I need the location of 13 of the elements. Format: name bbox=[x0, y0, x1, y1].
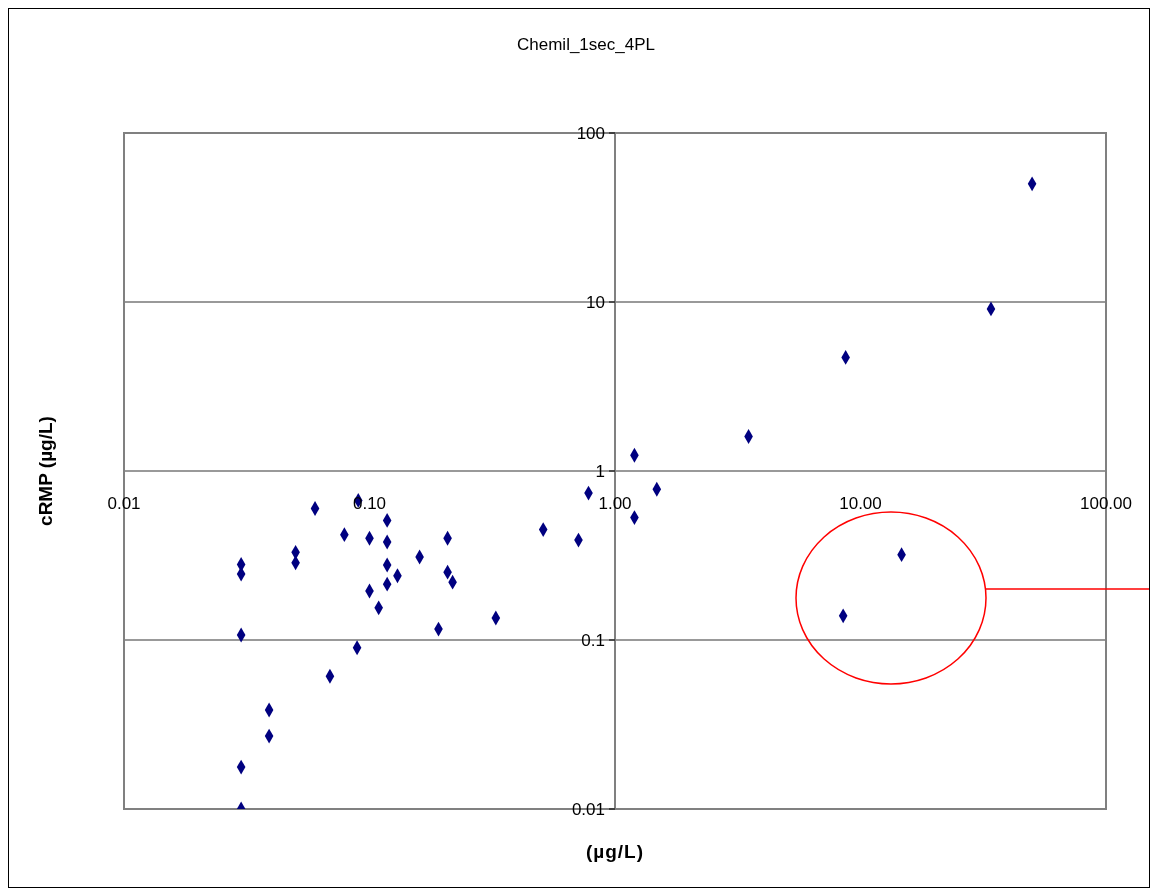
y-tick-label: 1 bbox=[595, 462, 605, 481]
x-tick-label: 100.00 bbox=[1080, 494, 1132, 513]
y-tick-label: 10 bbox=[586, 293, 605, 312]
y-axis-title: cRMP (µg/L) bbox=[35, 416, 57, 526]
y-tick-label: 100 bbox=[576, 124, 605, 143]
y-tick-label: 0.01 bbox=[571, 800, 605, 819]
x-tick-label: 0.01 bbox=[107, 494, 141, 513]
y-tick-label: 0.1 bbox=[581, 631, 605, 650]
x-tick-label: 10.00 bbox=[839, 494, 882, 513]
x-tick-label: 1.00 bbox=[598, 494, 632, 513]
chart-title: Chemil_1sec_4PL bbox=[516, 35, 656, 55]
x-tick-label: 0.10 bbox=[352, 494, 387, 513]
x-axis-title: (µg/L) bbox=[584, 841, 646, 863]
